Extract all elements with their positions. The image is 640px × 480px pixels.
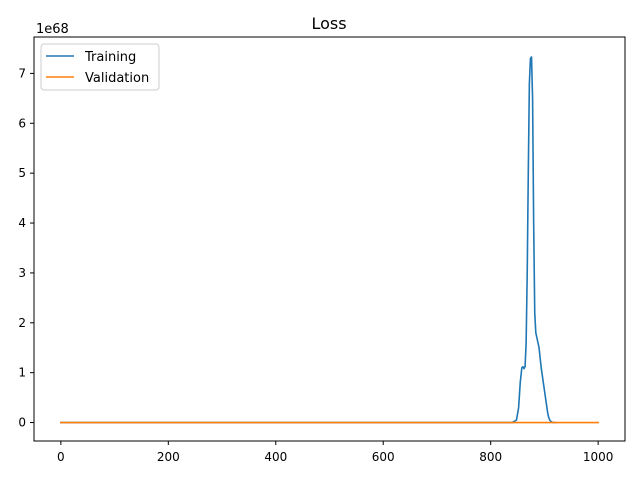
chart-title: Loss [311,14,346,33]
x-tick-label: 200 [157,450,180,464]
legend: Training Validation [40,43,160,91]
plot-frame [33,36,626,442]
y-tick-label: 7 [18,66,26,80]
y-scale-label: 1e68 [36,22,69,37]
x-tick-label: 400 [264,450,287,464]
y-tick-label: 5 [18,166,26,180]
x-tick-label: 1000 [583,450,614,464]
y-tick-label: 2 [18,316,26,330]
y-axis-ticks: 0 1 2 3 4 5 6 7 [18,66,34,430]
legend-label-validation: Validation [85,71,149,86]
y-tick-label: 1 [18,366,26,380]
x-tick-label: 600 [372,450,395,464]
series-line-training [60,56,556,424]
legend-label-training: Training [84,50,136,65]
y-tick-label: 0 [18,416,26,430]
y-tick-label: 3 [18,266,26,280]
y-tick-label: 4 [18,216,26,230]
x-axis-ticks: 0 200 400 600 800 1000 [57,441,613,464]
y-tick-label: 6 [18,116,26,130]
series-lines [60,56,599,424]
x-tick-label: 800 [479,450,502,464]
x-tick-label: 0 [57,450,65,464]
